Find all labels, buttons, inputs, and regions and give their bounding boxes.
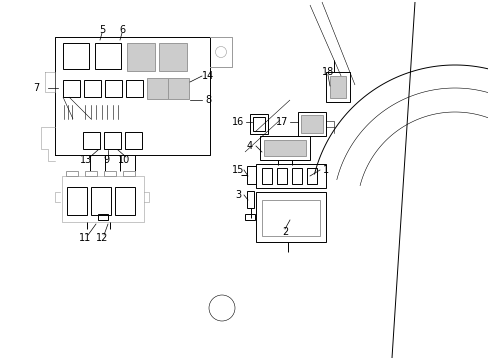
- Bar: [244, 214, 254, 220]
- Bar: [85, 171, 97, 176]
- Bar: [297, 112, 325, 136]
- Bar: [63, 80, 80, 97]
- Bar: [104, 171, 116, 176]
- Bar: [276, 168, 286, 184]
- Text: 17: 17: [275, 117, 287, 127]
- Bar: [252, 117, 264, 131]
- Bar: [104, 132, 121, 149]
- Bar: [66, 171, 78, 176]
- Text: 14: 14: [202, 71, 214, 81]
- Bar: [246, 166, 256, 184]
- Bar: [123, 171, 135, 176]
- Bar: [256, 164, 325, 188]
- Bar: [127, 43, 155, 71]
- Bar: [325, 72, 349, 102]
- Bar: [246, 191, 253, 208]
- Text: 6: 6: [119, 25, 125, 35]
- Bar: [260, 136, 309, 160]
- Text: 11: 11: [79, 233, 91, 243]
- Text: 18: 18: [321, 67, 333, 77]
- Bar: [168, 78, 189, 99]
- Bar: [105, 80, 122, 97]
- Bar: [67, 187, 87, 215]
- Bar: [301, 115, 323, 133]
- Text: 5: 5: [99, 25, 105, 35]
- Bar: [306, 168, 316, 184]
- Bar: [256, 192, 325, 242]
- Text: 2: 2: [281, 227, 287, 237]
- Bar: [147, 78, 168, 99]
- Bar: [249, 114, 267, 134]
- Bar: [83, 132, 100, 149]
- Bar: [262, 168, 271, 184]
- Text: 13: 13: [80, 155, 92, 165]
- Text: 8: 8: [204, 95, 211, 105]
- Text: 3: 3: [234, 190, 241, 200]
- Bar: [62, 176, 143, 222]
- Bar: [125, 132, 142, 149]
- Bar: [115, 187, 135, 215]
- Text: 7: 7: [33, 83, 39, 93]
- Bar: [98, 214, 108, 220]
- Bar: [84, 80, 101, 97]
- Text: 9: 9: [103, 155, 109, 165]
- Bar: [291, 168, 302, 184]
- Bar: [91, 187, 111, 215]
- Bar: [95, 43, 121, 69]
- Bar: [126, 80, 142, 97]
- Text: 4: 4: [246, 141, 253, 151]
- Bar: [264, 140, 305, 156]
- Bar: [63, 43, 89, 69]
- Text: 12: 12: [96, 233, 108, 243]
- Text: 10: 10: [118, 155, 130, 165]
- Text: 1: 1: [322, 165, 328, 175]
- Bar: [159, 43, 186, 71]
- Text: 15: 15: [231, 165, 244, 175]
- Bar: [329, 76, 346, 98]
- Text: 16: 16: [231, 117, 244, 127]
- Bar: [262, 200, 319, 236]
